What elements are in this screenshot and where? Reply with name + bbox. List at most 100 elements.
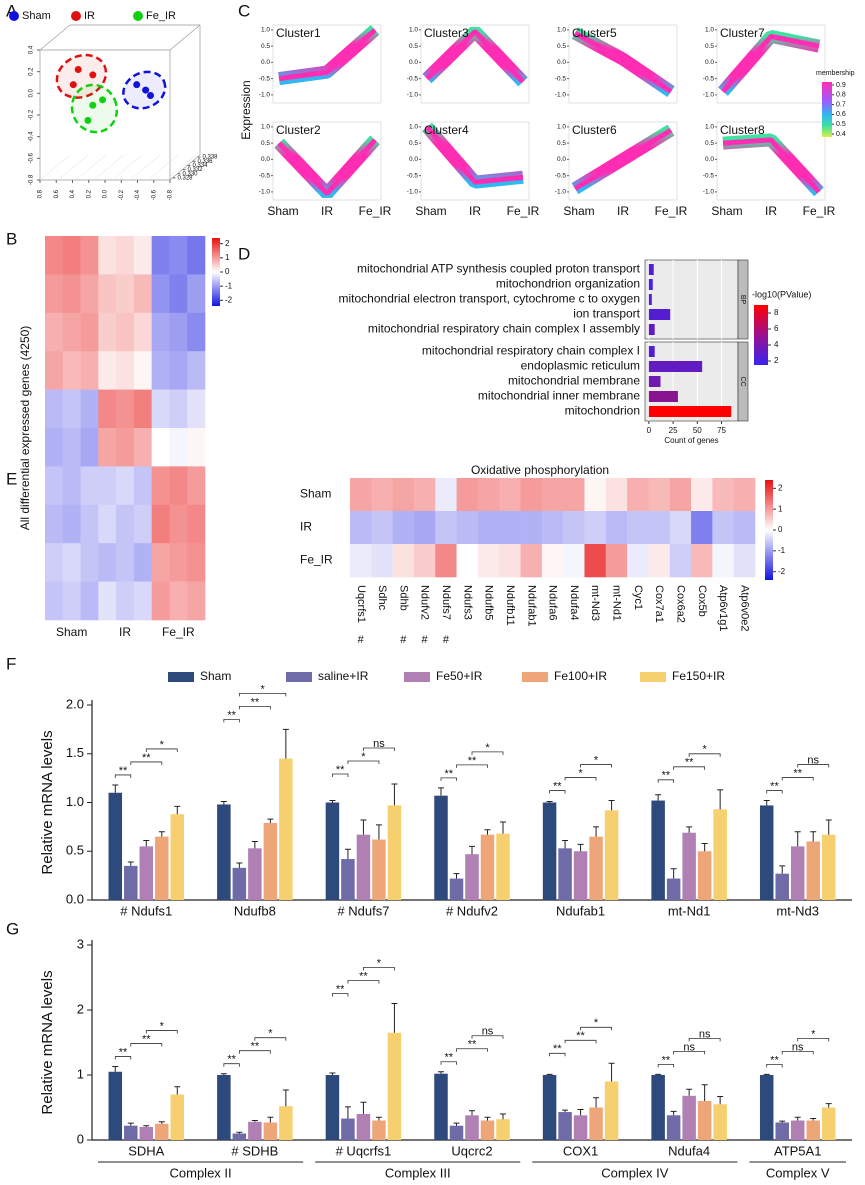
legend-label: IR xyxy=(84,10,95,22)
heat-cell xyxy=(691,511,713,545)
heat-cell xyxy=(98,581,117,621)
group-ellipse xyxy=(55,53,108,99)
y-tick-label: -1.0 xyxy=(259,92,271,99)
cluster-title: Cluster1 xyxy=(276,26,321,40)
heat-cell xyxy=(169,504,188,544)
error-bar xyxy=(810,831,817,842)
significance-bracket xyxy=(130,761,163,765)
error-bar xyxy=(717,789,724,810)
significance-label: * xyxy=(361,751,366,763)
y-tick-label: -0.5 xyxy=(555,75,567,82)
legend-tick-label: 4 xyxy=(774,340,779,349)
colorbar-label: 0 xyxy=(225,267,230,276)
x-label: Fe_IR xyxy=(162,625,195,639)
heat-cell xyxy=(116,466,135,506)
heat-cell xyxy=(350,544,372,578)
heat-cell xyxy=(187,543,206,582)
legend-tick-label: 2 xyxy=(774,356,779,365)
cluster-title: Cluster5 xyxy=(572,26,617,40)
error-bar xyxy=(794,831,801,847)
bar xyxy=(434,1073,448,1140)
significance-label: ** xyxy=(662,770,671,782)
heat-cell xyxy=(98,543,117,582)
significance-bracket xyxy=(471,751,504,755)
bar xyxy=(573,1115,588,1140)
x-tick-label: COX1 xyxy=(563,1143,598,1158)
plot-frame xyxy=(716,121,826,201)
bar xyxy=(232,1133,247,1140)
legend-tick-label: 0.5 xyxy=(836,121,846,128)
heat-cell xyxy=(187,466,206,506)
significance-label: * xyxy=(594,754,599,766)
point xyxy=(99,96,107,104)
legend-swatch xyxy=(640,672,666,682)
facet-label: BP xyxy=(739,295,746,305)
heat-cell xyxy=(187,274,206,314)
heat-cell xyxy=(712,511,734,545)
y-tick-label: 1.0 xyxy=(409,124,418,131)
heat-cell xyxy=(477,478,500,512)
heat-cell xyxy=(133,312,152,352)
significance-bracket xyxy=(549,1052,566,1057)
error-bar xyxy=(701,842,708,852)
heat-cell xyxy=(605,511,628,545)
colorbar xyxy=(212,238,220,306)
y-tick-label: -0.5 xyxy=(555,172,567,179)
column-label: Atp6v1g1 xyxy=(717,585,729,631)
bar xyxy=(806,1120,820,1140)
bar xyxy=(682,1095,696,1140)
column-label: Cox5b xyxy=(696,585,708,617)
significance-bracket xyxy=(781,1050,814,1055)
significance-label: ** xyxy=(468,755,477,767)
significance-label: * xyxy=(485,742,490,754)
legend-swatch xyxy=(133,11,143,21)
significance-label: ** xyxy=(444,1052,453,1064)
heat-cell xyxy=(116,312,135,352)
term-label: mitochondrial respiratory chain complex … xyxy=(422,344,640,358)
heat-cell xyxy=(187,236,206,275)
x-tick-label: Ndufab1 xyxy=(556,903,605,918)
bar xyxy=(465,1115,479,1140)
heat-cell xyxy=(133,351,152,390)
heat-cell xyxy=(151,581,170,621)
row-label: Sham xyxy=(300,487,331,501)
legend-title: membership xyxy=(816,70,855,77)
significance-label: ** xyxy=(444,768,453,780)
y-tick-label: 0.5 xyxy=(409,43,418,50)
bar xyxy=(589,836,603,900)
z-tick-label: 0.338 xyxy=(203,155,219,161)
heat-cell xyxy=(169,236,188,275)
bar xyxy=(697,1101,712,1140)
error-bar xyxy=(438,1071,444,1074)
cluster-title: Cluster6 xyxy=(572,123,617,137)
group-label: Complex IV xyxy=(601,1165,669,1180)
bar xyxy=(496,833,510,900)
heat-cell xyxy=(169,389,188,429)
legend-label: Fe50+IR xyxy=(436,669,483,683)
error-bar xyxy=(810,1118,817,1121)
heat-cell xyxy=(116,274,135,314)
error-bar xyxy=(469,845,475,855)
heat-cell xyxy=(187,428,206,467)
significance-bracket xyxy=(657,779,675,783)
y-axis-title: All differential expressed genes (4250) xyxy=(18,326,32,531)
heat-cell xyxy=(648,544,671,578)
y-tick-label: -1.0 xyxy=(555,189,567,196)
error-bar xyxy=(143,1125,150,1127)
bar xyxy=(217,804,231,900)
error-bar xyxy=(158,831,165,837)
heat-cell xyxy=(62,504,81,544)
y-tick-label: -1.0 xyxy=(259,189,271,196)
heat-cell xyxy=(477,544,500,578)
bar xyxy=(713,1104,727,1140)
significance-label: ** xyxy=(251,696,260,708)
heat-cell xyxy=(98,428,117,467)
error-bar xyxy=(577,1108,584,1116)
y-tick-label: -1.0 xyxy=(555,92,567,99)
bar xyxy=(666,1115,681,1140)
error-bar xyxy=(282,1089,289,1107)
x-tick-label: -0.8 xyxy=(168,189,174,200)
heat-cell xyxy=(520,511,543,545)
significance-bracket xyxy=(145,748,178,752)
